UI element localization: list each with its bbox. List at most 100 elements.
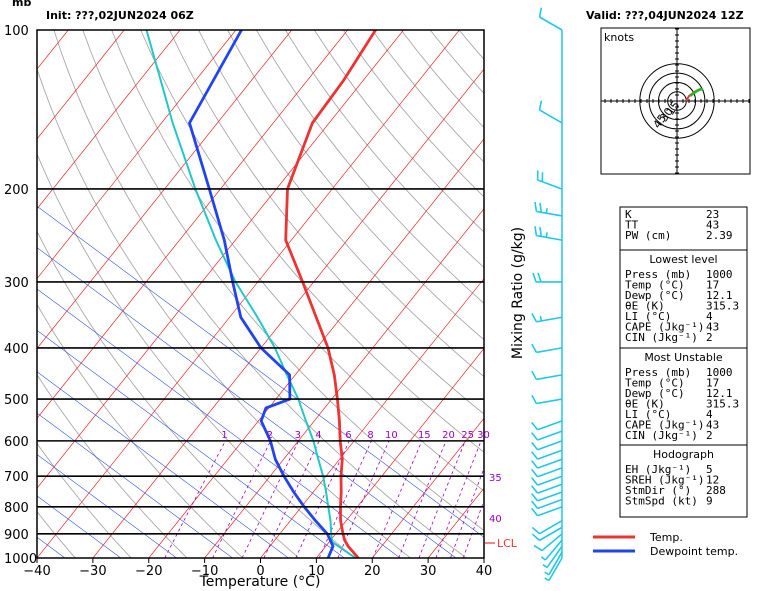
mixing-ratio-label: 3 <box>295 430 301 441</box>
mixing-ratio-line <box>212 440 271 558</box>
isotherm <box>371 417 484 558</box>
dry-adiabat <box>82 30 484 532</box>
wind-barb-flag <box>531 394 538 404</box>
dry-adiabat <box>37 373 188 558</box>
wind-barb-flag <box>531 477 539 486</box>
dry-adiabat <box>37 303 244 558</box>
mixing-ratio-axis-title: Mixing Ratio (g/kg) <box>510 227 526 359</box>
wind-barb-flag <box>531 500 539 509</box>
wind-barb-flag <box>537 272 542 283</box>
mixing-ratio-label: 1 <box>221 430 227 441</box>
x-tick-label: −30 <box>79 564 106 579</box>
indices-table: K 23 TT 43 PW (cm) 2.39 Lowest level Press (mb)… <box>619 206 748 518</box>
wind-barb <box>531 491 563 502</box>
wind-barb-flag <box>539 226 543 237</box>
wind-barb <box>531 506 563 517</box>
isotherm <box>316 347 484 558</box>
mixing-ratio-labels: 1 2 3 4 6 8 10 15 20 25 30 35 40 <box>221 430 501 525</box>
indices-box <box>619 444 748 518</box>
dry-adiabat <box>140 30 484 453</box>
mixing-ratio-label: 10 <box>385 430 398 441</box>
isotherm <box>37 30 348 419</box>
mixing-ratio-label: 2 <box>267 430 273 441</box>
wind-barbs <box>531 7 563 582</box>
mu-value: 4 <box>706 408 713 421</box>
wind-barb-half-flag <box>539 315 543 322</box>
wind-barb-shaft <box>537 498 563 510</box>
dry-adiabat <box>37 442 132 558</box>
hodo-value: 288 <box>706 484 726 497</box>
lowest-value: 2 <box>706 331 713 344</box>
wind-barb <box>544 551 563 576</box>
mixing-ratio-label: 30 <box>477 430 490 441</box>
wind-barb-half-flag <box>545 208 548 214</box>
lowest-value: 17 <box>706 279 719 292</box>
lowest-label: CIN (Jkg⁻¹) <box>625 331 698 344</box>
isotherm <box>37 30 460 558</box>
wind-barb-shaft <box>536 210 563 217</box>
wind-barb-flag <box>531 507 539 517</box>
x-tick-label: 20 <box>364 564 381 579</box>
wind-barb-shaft <box>536 234 563 241</box>
isotherm <box>37 30 125 140</box>
isotherm <box>204 208 484 558</box>
wind-barb-flag <box>534 226 538 236</box>
wind-barb-flag <box>531 485 539 494</box>
wind-barb <box>536 170 563 190</box>
y-tick-label: 1000 <box>4 552 37 567</box>
wind-barb <box>531 420 563 431</box>
wind-barb-flag <box>531 460 539 469</box>
wind-barb-flag <box>531 468 539 478</box>
mu-label: CIN (Jkg⁻¹) <box>625 429 698 442</box>
blue-guide-line <box>37 247 457 558</box>
dry-adiabat <box>37 67 411 558</box>
wind-barb <box>531 467 563 478</box>
hodo-value: 5 <box>706 463 713 476</box>
lowest-value: 4 <box>706 310 713 323</box>
wind-barb-half-flag <box>544 571 550 576</box>
wind-barb <box>531 483 563 494</box>
dry-adiabat <box>285 30 484 269</box>
lowest-value: 1000 <box>706 268 733 281</box>
y-tick-label: 400 <box>4 342 29 357</box>
index-label: TT <box>625 219 639 232</box>
lowest-label: CAPE (Jkg⁻¹) <box>625 321 704 334</box>
legend: Temp.Dewpoint temp. <box>593 531 738 558</box>
lowest-label: Press (mb) <box>625 268 691 281</box>
dry-adiabat <box>169 30 484 415</box>
blue-guide-line <box>37 205 484 538</box>
wind-barb <box>534 201 563 217</box>
mixing-ratio-label: 4 <box>315 430 321 441</box>
isotherm <box>37 30 181 210</box>
wind-barb-flag <box>538 100 543 111</box>
hodograph-trace-mid <box>689 87 704 97</box>
wind-barb-flag <box>534 201 538 212</box>
isotherm <box>37 30 237 280</box>
blue-guide-line <box>37 454 177 558</box>
x-tick-label: 40 <box>476 564 493 579</box>
dry-adiabat <box>256 30 484 304</box>
isotherm <box>92 68 484 558</box>
wind-barb-half-flag <box>545 232 548 238</box>
lowest-label: LI (°C) <box>625 310 671 323</box>
mixing-ratio-line <box>398 440 447 558</box>
hodograph-title: Hodograph <box>653 448 714 461</box>
wind-barb-shaft <box>541 533 563 552</box>
wind-barb-shaft <box>544 539 563 561</box>
mu-label: LI (°C) <box>625 408 671 421</box>
wind-barb <box>534 226 563 241</box>
wind-barb-shaft <box>537 483 563 494</box>
dry-adiabat <box>198 30 484 378</box>
indices-box <box>619 249 748 349</box>
dry-adiabat <box>37 230 300 558</box>
lowest-value: 315.3 <box>706 300 739 313</box>
wind-barb-shaft <box>537 430 563 441</box>
isobars <box>37 188 484 535</box>
x-tick-label: 10 <box>308 564 325 579</box>
wind-barb-flag <box>531 343 538 353</box>
mb-label: mb <box>12 0 31 9</box>
y-tick-label: 100 <box>4 24 29 39</box>
wind-barb-shaft <box>548 557 563 581</box>
